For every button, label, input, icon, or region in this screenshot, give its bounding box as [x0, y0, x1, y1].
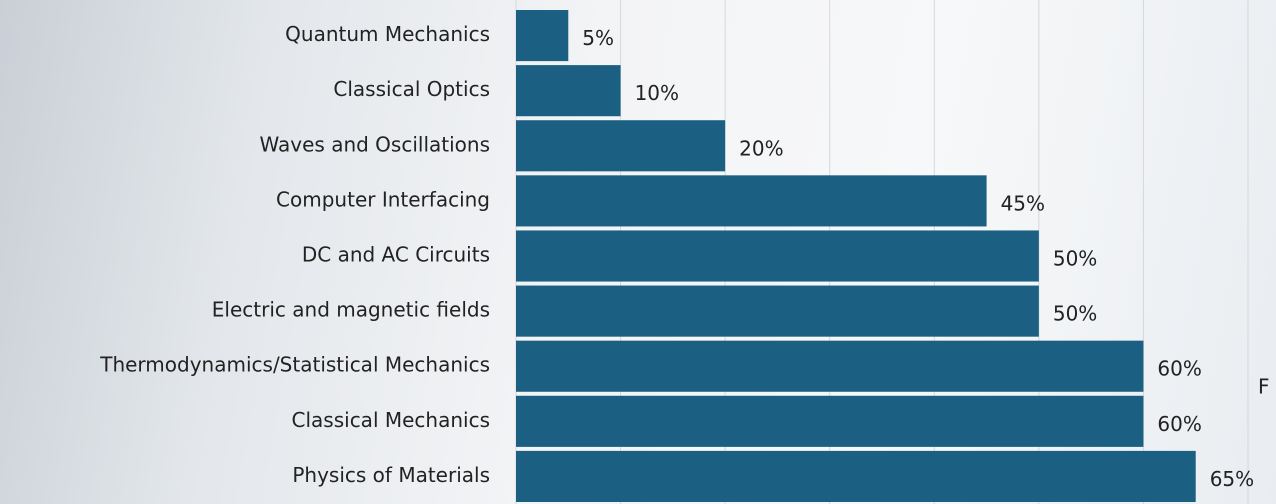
value-label: 65% [1210, 467, 1254, 491]
bar [516, 175, 987, 227]
value-label: 60% [1157, 412, 1201, 436]
value-label: 50% [1053, 302, 1097, 326]
y-tick-label: Waves and Oscillations [260, 132, 490, 156]
value-label: 10% [635, 81, 679, 105]
y-tick-label: DC and AC Circuits [302, 243, 490, 267]
value-label: 20% [739, 136, 783, 160]
bar [516, 395, 1144, 447]
bar [516, 65, 621, 117]
annotation: F [1258, 375, 1270, 399]
y-tick-label: Computer Interfacing [276, 187, 490, 211]
bar [516, 120, 726, 172]
value-label: 5% [582, 26, 614, 50]
value-label: 45% [1001, 191, 1045, 215]
bar [516, 450, 1196, 502]
y-tick-label: Physics of Materials [292, 463, 490, 487]
y-tick-label: Electric and magnetic fields [212, 298, 490, 322]
value-label: 50% [1053, 247, 1097, 271]
bar [516, 230, 1039, 282]
y-tick-label: Thermodynamics/Statistical Mechanics [99, 353, 490, 377]
value-label: 60% [1157, 357, 1201, 381]
y-tick-label: Classical Mechanics [292, 408, 490, 432]
bar [516, 285, 1039, 337]
bar [516, 340, 1144, 392]
y-tick-label: Quantum Mechanics [285, 22, 490, 46]
bar [516, 10, 569, 62]
y-tick-label: Classical Optics [333, 77, 490, 101]
